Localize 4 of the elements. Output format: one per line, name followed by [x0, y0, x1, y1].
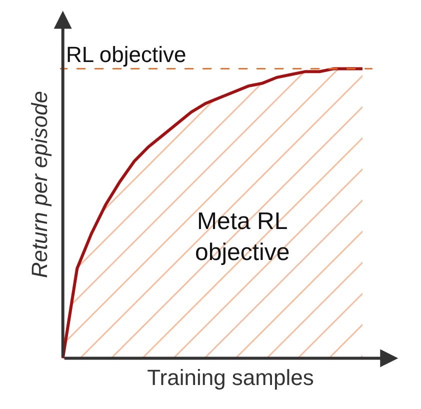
x-axis-title: Training samples [147, 364, 314, 390]
ref-line-label: RL objective [66, 42, 186, 67]
y-axis-title: Return per episode [26, 90, 52, 278]
annotation: Meta RL objective [195, 208, 290, 266]
